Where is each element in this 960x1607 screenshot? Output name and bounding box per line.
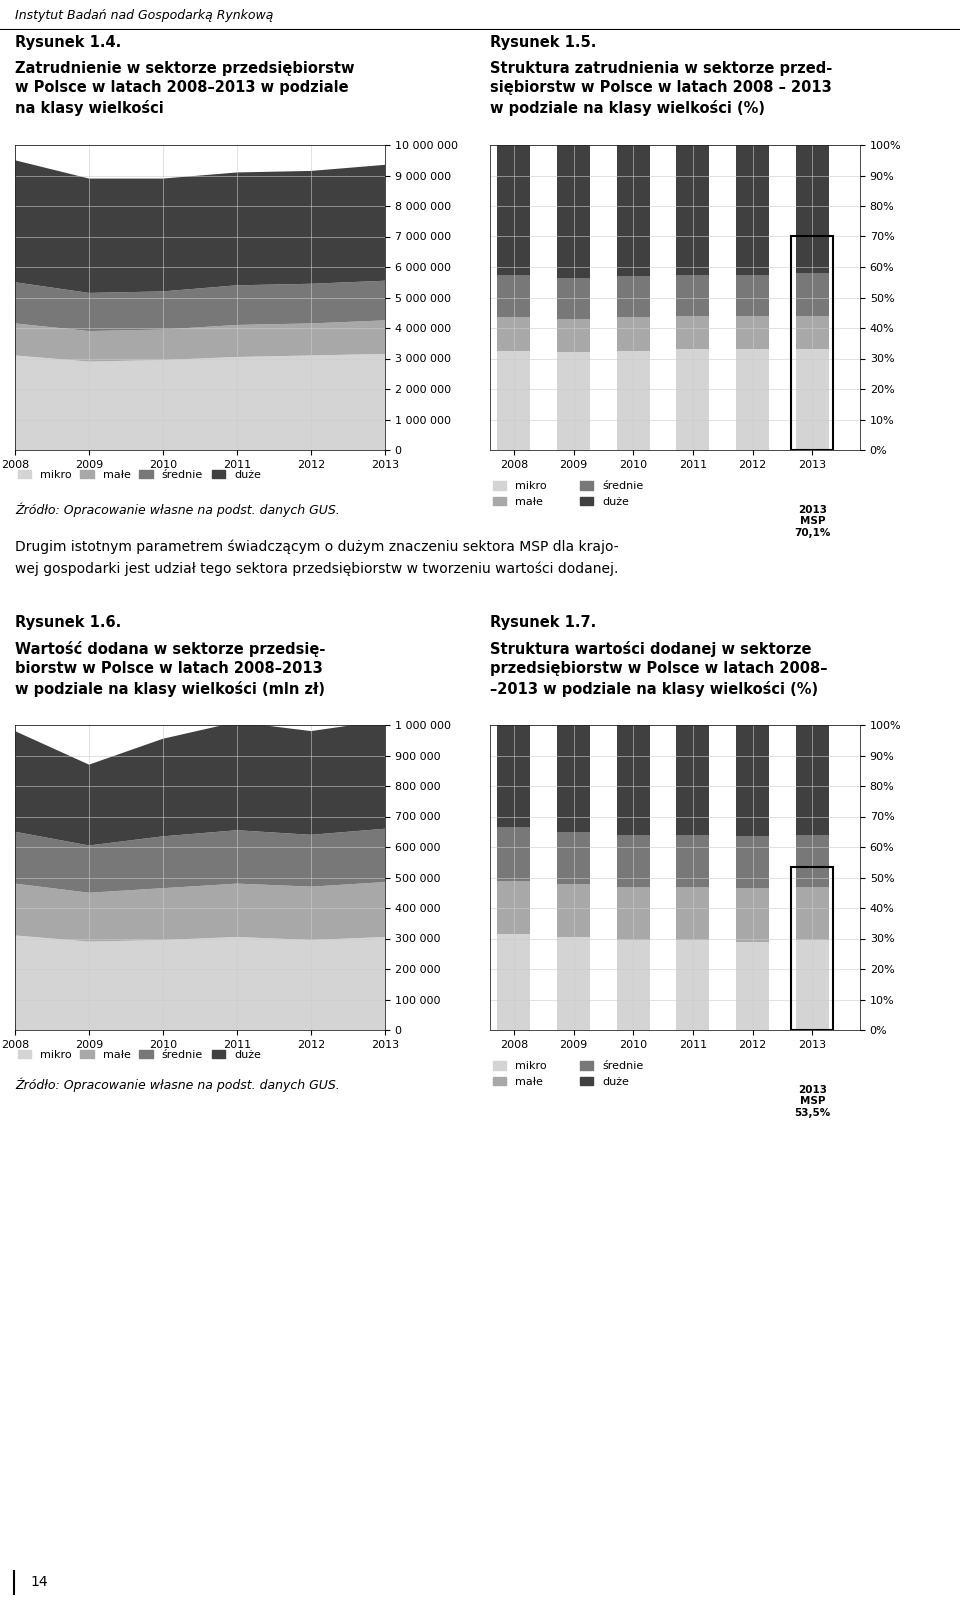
Bar: [791, 236, 833, 450]
Bar: [557, 278, 590, 318]
Bar: [796, 834, 828, 887]
Bar: [677, 725, 709, 834]
Bar: [557, 318, 590, 352]
Bar: [557, 937, 590, 1030]
Bar: [497, 725, 530, 828]
Bar: [557, 725, 590, 832]
Bar: [677, 834, 709, 887]
Bar: [617, 145, 650, 276]
Legend: mikro, małe, średnie, duże: mikro, małe, średnie, duże: [488, 477, 648, 511]
Bar: [796, 940, 828, 1030]
Bar: [617, 940, 650, 1030]
Bar: [791, 866, 833, 1030]
Bar: [736, 145, 769, 275]
Bar: [796, 317, 828, 349]
Text: Rysunek 1.5.: Rysunek 1.5.: [490, 35, 596, 50]
Bar: [736, 942, 769, 1030]
Legend: mikro, małe, średnie, duże: mikro, małe, średnie, duże: [13, 464, 265, 484]
Bar: [677, 940, 709, 1030]
Bar: [796, 273, 828, 317]
Bar: [796, 887, 828, 940]
Bar: [557, 832, 590, 884]
Text: Rysunek 1.4.: Rysunek 1.4.: [15, 35, 121, 50]
Bar: [736, 725, 769, 836]
Text: 14: 14: [30, 1575, 48, 1589]
Bar: [796, 349, 828, 450]
Bar: [497, 881, 530, 934]
Bar: [557, 145, 590, 278]
Bar: [557, 884, 590, 937]
Bar: [497, 828, 530, 881]
Bar: [736, 349, 769, 450]
Legend: mikro, małe, średnie, duże: mikro, małe, średnie, duże: [488, 1057, 648, 1091]
Legend: mikro, małe, średnie, duże: mikro, małe, średnie, duże: [13, 1045, 265, 1064]
Bar: [796, 145, 828, 273]
Bar: [796, 725, 828, 834]
Bar: [497, 934, 530, 1030]
Text: Rysunek 1.6.: Rysunek 1.6.: [15, 615, 121, 630]
Bar: [736, 889, 769, 942]
Text: Instytut Badań nad Gospodarką Rynkową: Instytut Badań nad Gospodarką Rynkową: [15, 10, 274, 22]
Bar: [497, 350, 530, 450]
Bar: [617, 317, 650, 350]
Bar: [497, 145, 530, 275]
Bar: [617, 350, 650, 450]
Bar: [677, 349, 709, 450]
Bar: [617, 887, 650, 940]
Text: Rysunek 1.7.: Rysunek 1.7.: [490, 615, 596, 630]
Text: Źródło: Opracowanie własne na podst. danych GUS.: Źródło: Opracowanie własne na podst. dan…: [15, 1078, 340, 1093]
Bar: [677, 317, 709, 349]
Bar: [617, 725, 650, 834]
Bar: [497, 275, 530, 317]
Text: Zatrudnienie w sektorze przedsiębiorstw
w Polsce w latach 2008–2013 w podziale
n: Zatrudnienie w sektorze przedsiębiorstw …: [15, 61, 354, 116]
Bar: [497, 317, 530, 350]
Text: Wartość dodana w sektorze przedsię-
biorstw w Polsce w latach 2008–2013
w podzia: Wartość dodana w sektorze przedsię- bior…: [15, 641, 325, 697]
Bar: [736, 317, 769, 349]
Text: 2013
MSP
70,1%: 2013 MSP 70,1%: [794, 505, 830, 538]
Bar: [677, 887, 709, 940]
Text: Struktura zatrudnienia w sektorze przed-
siębiorstw w Polsce w latach 2008 – 201: Struktura zatrudnienia w sektorze przed-…: [490, 61, 832, 116]
Bar: [617, 834, 650, 887]
Text: 2013
MSP
53,5%: 2013 MSP 53,5%: [794, 1085, 830, 1118]
Bar: [677, 275, 709, 317]
Text: Struktura wartości dodanej w sektorze
przedsiębiorstw w Polsce w latach 2008–
–2: Struktura wartości dodanej w sektorze pr…: [490, 641, 828, 697]
Bar: [677, 145, 709, 275]
Bar: [736, 836, 769, 889]
Text: Drugim istotnym parametrem świadczącym o dużym znaczeniu sektora MSP dla krajo-
: Drugim istotnym parametrem świadczącym o…: [15, 540, 618, 575]
Bar: [617, 276, 650, 317]
Text: Źródło: Opracowanie własne na podst. danych GUS.: Źródło: Opracowanie własne na podst. dan…: [15, 503, 340, 517]
Bar: [736, 275, 769, 317]
Bar: [557, 352, 590, 450]
